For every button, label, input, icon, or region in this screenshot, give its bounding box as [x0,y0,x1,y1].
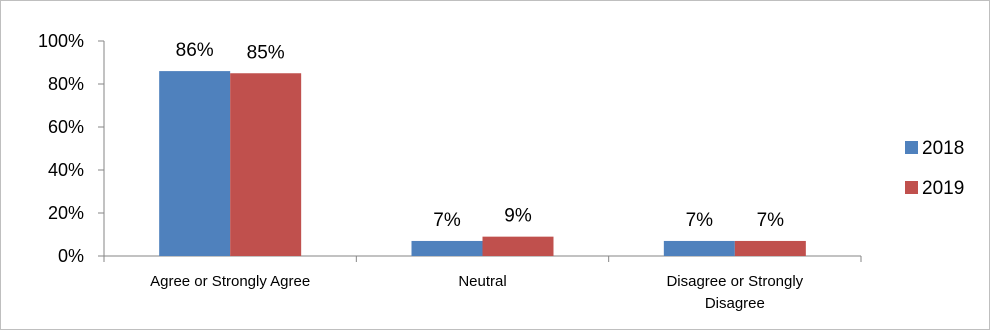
data-label: 9% [504,206,532,227]
y-tick-label: 100% [38,31,84,51]
y-tick-label: 80% [48,74,84,94]
y-tick-label: 40% [48,160,84,180]
y-tick-label: 0% [58,246,84,266]
legend-swatch-2018 [905,141,918,154]
bar-2018-2 [411,240,483,256]
y-tick-label: 20% [48,203,84,223]
bar-2019-3 [734,240,806,256]
bar-2019-2 [482,236,554,256]
x-tick-label: Neutral [458,273,506,290]
bar-2018-3 [663,240,735,256]
data-label: 7% [686,210,714,231]
x-tick-label: Disagree or Strongly [666,273,803,290]
bar-2019-1 [230,73,302,256]
y-tick-label: 60% [48,117,84,137]
legend-label: 2019 [922,178,964,199]
legend-label: 2018 [922,138,964,159]
x-tick-label: Disagree [705,295,765,312]
bar-2018-1 [159,71,231,256]
data-label: 86% [176,40,214,61]
data-label: 7% [757,210,785,231]
data-label: 85% [247,42,285,63]
legend-swatch-2019 [905,181,918,194]
x-tick-label: Agree or Strongly Agree [150,273,310,290]
data-label: 7% [433,210,461,231]
